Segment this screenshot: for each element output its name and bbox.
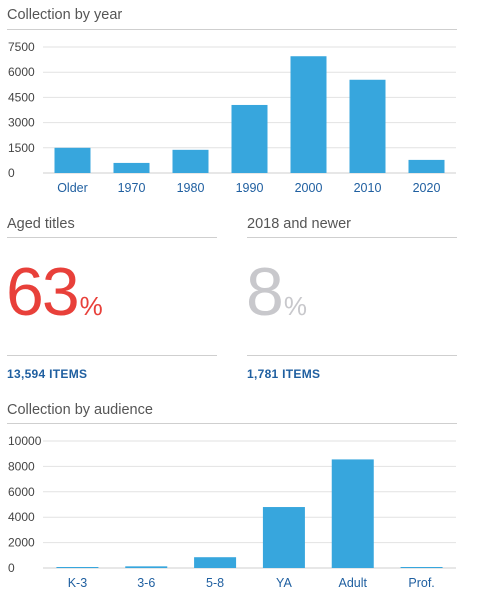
y-tick-label: 6000 bbox=[8, 65, 35, 79]
newer-percent: 8% bbox=[246, 258, 307, 326]
y-tick-label: 2000 bbox=[8, 536, 35, 550]
title-rule-year bbox=[7, 29, 457, 30]
x-tick-label: Adult bbox=[339, 576, 368, 590]
y-tick-label: 7500 bbox=[8, 40, 35, 54]
y-tick-label: 0 bbox=[8, 166, 15, 180]
newer-title-rule bbox=[247, 237, 457, 238]
bar bbox=[231, 104, 268, 173]
x-tick-label: YA bbox=[276, 576, 292, 590]
x-tick-label: 1990 bbox=[236, 181, 264, 195]
bar bbox=[172, 149, 209, 173]
x-tick-label: 5-8 bbox=[206, 576, 224, 590]
bar bbox=[56, 567, 99, 568]
y-tick-label: 4000 bbox=[8, 510, 35, 524]
x-tick-label: K-3 bbox=[68, 576, 88, 590]
y-tick-label: 0 bbox=[8, 561, 15, 575]
x-tick-label: 1970 bbox=[118, 181, 146, 195]
x-tick-label: 2010 bbox=[354, 181, 382, 195]
newer-percent-unit: % bbox=[283, 291, 307, 321]
y-tick-label: 8000 bbox=[8, 459, 35, 473]
newer-percent-value: 8 bbox=[246, 254, 284, 330]
audience-bar-chart: 0 2000 4000 6000 8000 10000 K-3 3-6 5-8 YA Adult Pr… bbox=[8, 434, 456, 590]
y-tick-label: 1500 bbox=[8, 141, 35, 155]
newer-items-rule bbox=[247, 355, 457, 356]
chart-title-audience: Collection by audience bbox=[7, 402, 153, 418]
newer-titles-heading: 2018 and newer bbox=[247, 216, 351, 232]
aged-title-rule bbox=[7, 237, 217, 238]
title-rule-audience bbox=[7, 423, 457, 424]
aged-titles-heading: Aged titles bbox=[7, 216, 75, 232]
bar bbox=[262, 507, 305, 568]
aged-items-rule bbox=[7, 355, 217, 356]
x-tick-label: Older bbox=[57, 181, 88, 195]
aged-percent-value: 63 bbox=[6, 254, 80, 330]
x-tick-label: 2000 bbox=[295, 181, 323, 195]
bar bbox=[54, 147, 91, 173]
x-tick-label: 3-6 bbox=[137, 576, 155, 590]
y-tick-label: 10000 bbox=[8, 434, 42, 448]
y-tick-label: 3000 bbox=[8, 116, 35, 130]
bar bbox=[125, 566, 168, 568]
bar bbox=[113, 162, 150, 173]
bar bbox=[194, 557, 237, 568]
bar bbox=[408, 159, 445, 173]
aged-items-count: 13,594 ITEMS bbox=[7, 367, 88, 381]
bar bbox=[400, 567, 443, 568]
bar bbox=[331, 459, 374, 568]
year-bar-chart: 0 1500 3000 4500 6000 7500 Older 1970 1980 1990 20… bbox=[8, 40, 456, 195]
x-tick-label: 1980 bbox=[177, 181, 205, 195]
x-tick-label: 2020 bbox=[413, 181, 441, 195]
chart-title-year: Collection by year bbox=[7, 7, 123, 23]
x-tick-label: Prof. bbox=[408, 576, 434, 590]
y-tick-label: 4500 bbox=[8, 90, 35, 104]
bar bbox=[349, 79, 386, 173]
aged-percent-unit: % bbox=[79, 291, 103, 321]
bar bbox=[290, 56, 327, 173]
newer-items-count: 1,781 ITEMS bbox=[247, 367, 321, 381]
y-tick-label: 6000 bbox=[8, 485, 35, 499]
aged-percent: 63% bbox=[6, 258, 103, 326]
